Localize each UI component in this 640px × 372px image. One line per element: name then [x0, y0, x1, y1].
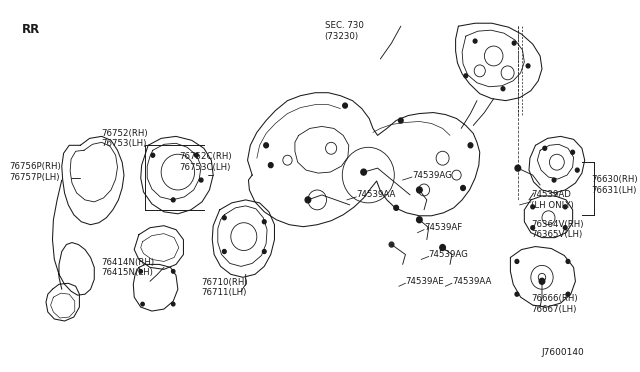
Circle shape [343, 103, 348, 108]
Circle shape [394, 205, 399, 210]
Text: 76630(RH)
76631(LH): 76630(RH) 76631(LH) [591, 175, 638, 195]
Text: RR: RR [22, 23, 40, 36]
Circle shape [417, 187, 422, 193]
Circle shape [389, 242, 394, 247]
Circle shape [172, 270, 175, 273]
Circle shape [172, 302, 175, 306]
Circle shape [262, 220, 266, 224]
Circle shape [473, 39, 477, 43]
Circle shape [223, 250, 226, 253]
Circle shape [515, 259, 519, 263]
Circle shape [139, 270, 142, 273]
Circle shape [199, 178, 203, 182]
Circle shape [468, 143, 473, 148]
Circle shape [361, 169, 367, 175]
Circle shape [223, 216, 226, 220]
Circle shape [531, 226, 534, 230]
Circle shape [531, 205, 534, 209]
Circle shape [268, 163, 273, 168]
Circle shape [566, 259, 570, 263]
Circle shape [141, 302, 144, 306]
Text: 76752C(RH)
76753C(LH): 76752C(RH) 76753C(LH) [180, 153, 232, 172]
Circle shape [464, 74, 468, 78]
Text: 76756P(RH)
76757P(LH): 76756P(RH) 76757P(LH) [9, 163, 61, 182]
Text: 76752(RH)
76753(LH): 76752(RH) 76753(LH) [102, 129, 148, 148]
Circle shape [575, 168, 579, 172]
Circle shape [305, 197, 310, 203]
Circle shape [566, 292, 570, 296]
Circle shape [515, 165, 520, 171]
Circle shape [172, 198, 175, 202]
Circle shape [501, 87, 505, 91]
Text: 74539AE: 74539AE [406, 277, 444, 286]
Text: SEC. 730
(73230): SEC. 730 (73230) [324, 21, 364, 41]
Text: 76414N(RH)
76415N(LH): 76414N(RH) 76415N(LH) [102, 258, 155, 277]
Text: 76710(RH)
76711(LH): 76710(RH) 76711(LH) [201, 278, 248, 297]
Text: 74539AG: 74539AG [412, 171, 452, 180]
Circle shape [571, 150, 575, 154]
Text: J7600140: J7600140 [542, 348, 585, 357]
Circle shape [540, 278, 545, 284]
Text: 74539AA: 74539AA [356, 190, 396, 199]
Text: 76364V(RH)
76365V(LH): 76364V(RH) 76365V(LH) [531, 220, 583, 239]
Text: 76666(RH)
76667(LH): 76666(RH) 76667(LH) [531, 294, 577, 314]
Circle shape [195, 153, 198, 157]
Circle shape [417, 217, 422, 223]
Text: 74539AD
(LH ONLY): 74539AD (LH ONLY) [531, 190, 573, 209]
Circle shape [440, 244, 445, 250]
Text: 74539AG: 74539AG [429, 250, 468, 259]
Circle shape [399, 118, 403, 123]
Circle shape [552, 178, 556, 182]
Circle shape [264, 143, 268, 148]
Circle shape [262, 250, 266, 253]
Circle shape [543, 146, 547, 150]
Text: 74539AF: 74539AF [424, 223, 462, 232]
Circle shape [461, 186, 465, 190]
Circle shape [526, 64, 530, 68]
Circle shape [512, 41, 516, 45]
Circle shape [563, 205, 567, 209]
Text: 74539AA: 74539AA [452, 277, 492, 286]
Circle shape [515, 292, 519, 296]
Circle shape [563, 226, 567, 230]
Circle shape [151, 153, 155, 157]
